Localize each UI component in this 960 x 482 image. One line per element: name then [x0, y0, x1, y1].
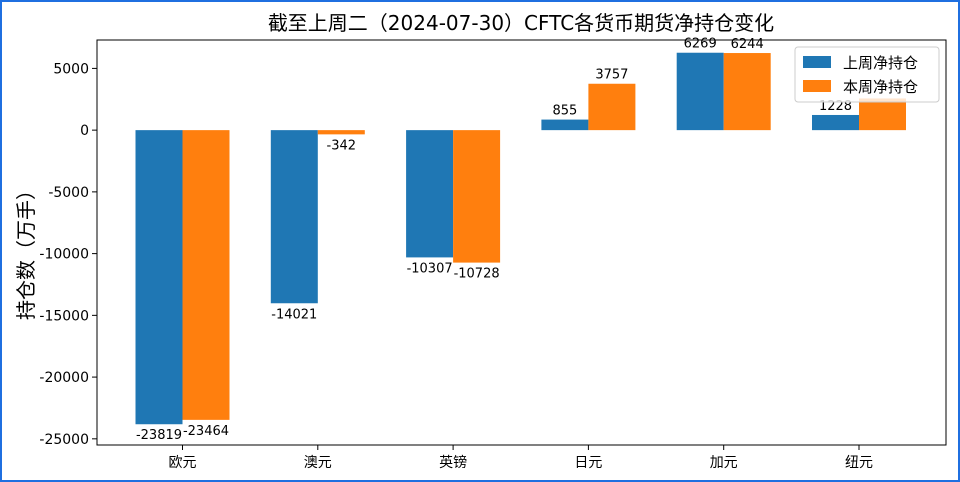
data-label: -10307 [407, 261, 453, 276]
bar [270, 130, 318, 304]
y-axis-label: 持仓数（万手） [14, 180, 38, 320]
data-label: -342 [327, 138, 357, 153]
bar [406, 130, 454, 258]
data-label: 6269 [684, 37, 717, 52]
legend-swatch [803, 56, 831, 68]
bar [453, 130, 501, 263]
bar [182, 130, 230, 420]
y-tick-label: 0 [80, 123, 89, 139]
y-tick-label: -10000 [39, 247, 89, 263]
bar [812, 114, 859, 131]
data-label: 6244 [731, 37, 764, 52]
data-label: -10728 [454, 267, 500, 282]
data-label: -23819 [136, 428, 182, 443]
data-label: -23464 [183, 424, 229, 439]
bar [676, 52, 724, 131]
y-tick-label: -15000 [39, 308, 89, 324]
bar [588, 83, 636, 131]
bar [317, 130, 365, 135]
bar [723, 53, 771, 131]
legend-swatch [803, 80, 831, 92]
y-tick-label: -5000 [48, 185, 89, 201]
x-tick-label: 英镑 [439, 454, 467, 471]
y-tick-label: -20000 [39, 370, 89, 386]
y-tick-label: -25000 [39, 432, 89, 448]
x-tick-label: 欧元 [169, 455, 197, 471]
data-label: 3757 [595, 68, 628, 83]
data-label: -14021 [271, 307, 317, 322]
x-tick-label: 澳元 [304, 455, 332, 471]
bar [541, 119, 589, 131]
y-tick-label: 5000 [53, 61, 89, 77]
bar [135, 130, 183, 425]
x-tick-label: 纽元 [845, 455, 873, 471]
x-tick-label: 加元 [710, 455, 738, 471]
plot-area: 5000 0 -5000 -10000 -15000 -20000 -25000 欧元 -238… [39, 37, 947, 471]
legend-entry: 本周净持仓 [843, 78, 918, 96]
chart-title: 截至上周二（2024-07-30）CFTC各货币期货净持仓变化 [268, 11, 774, 35]
x-tick-label: 日元 [574, 455, 602, 471]
data-label: 1228 [819, 99, 852, 114]
legend-entry: 上周净持仓 [843, 54, 918, 72]
bar [859, 98, 906, 131]
data-label: 855 [552, 104, 577, 119]
axes-box [96, 39, 947, 446]
